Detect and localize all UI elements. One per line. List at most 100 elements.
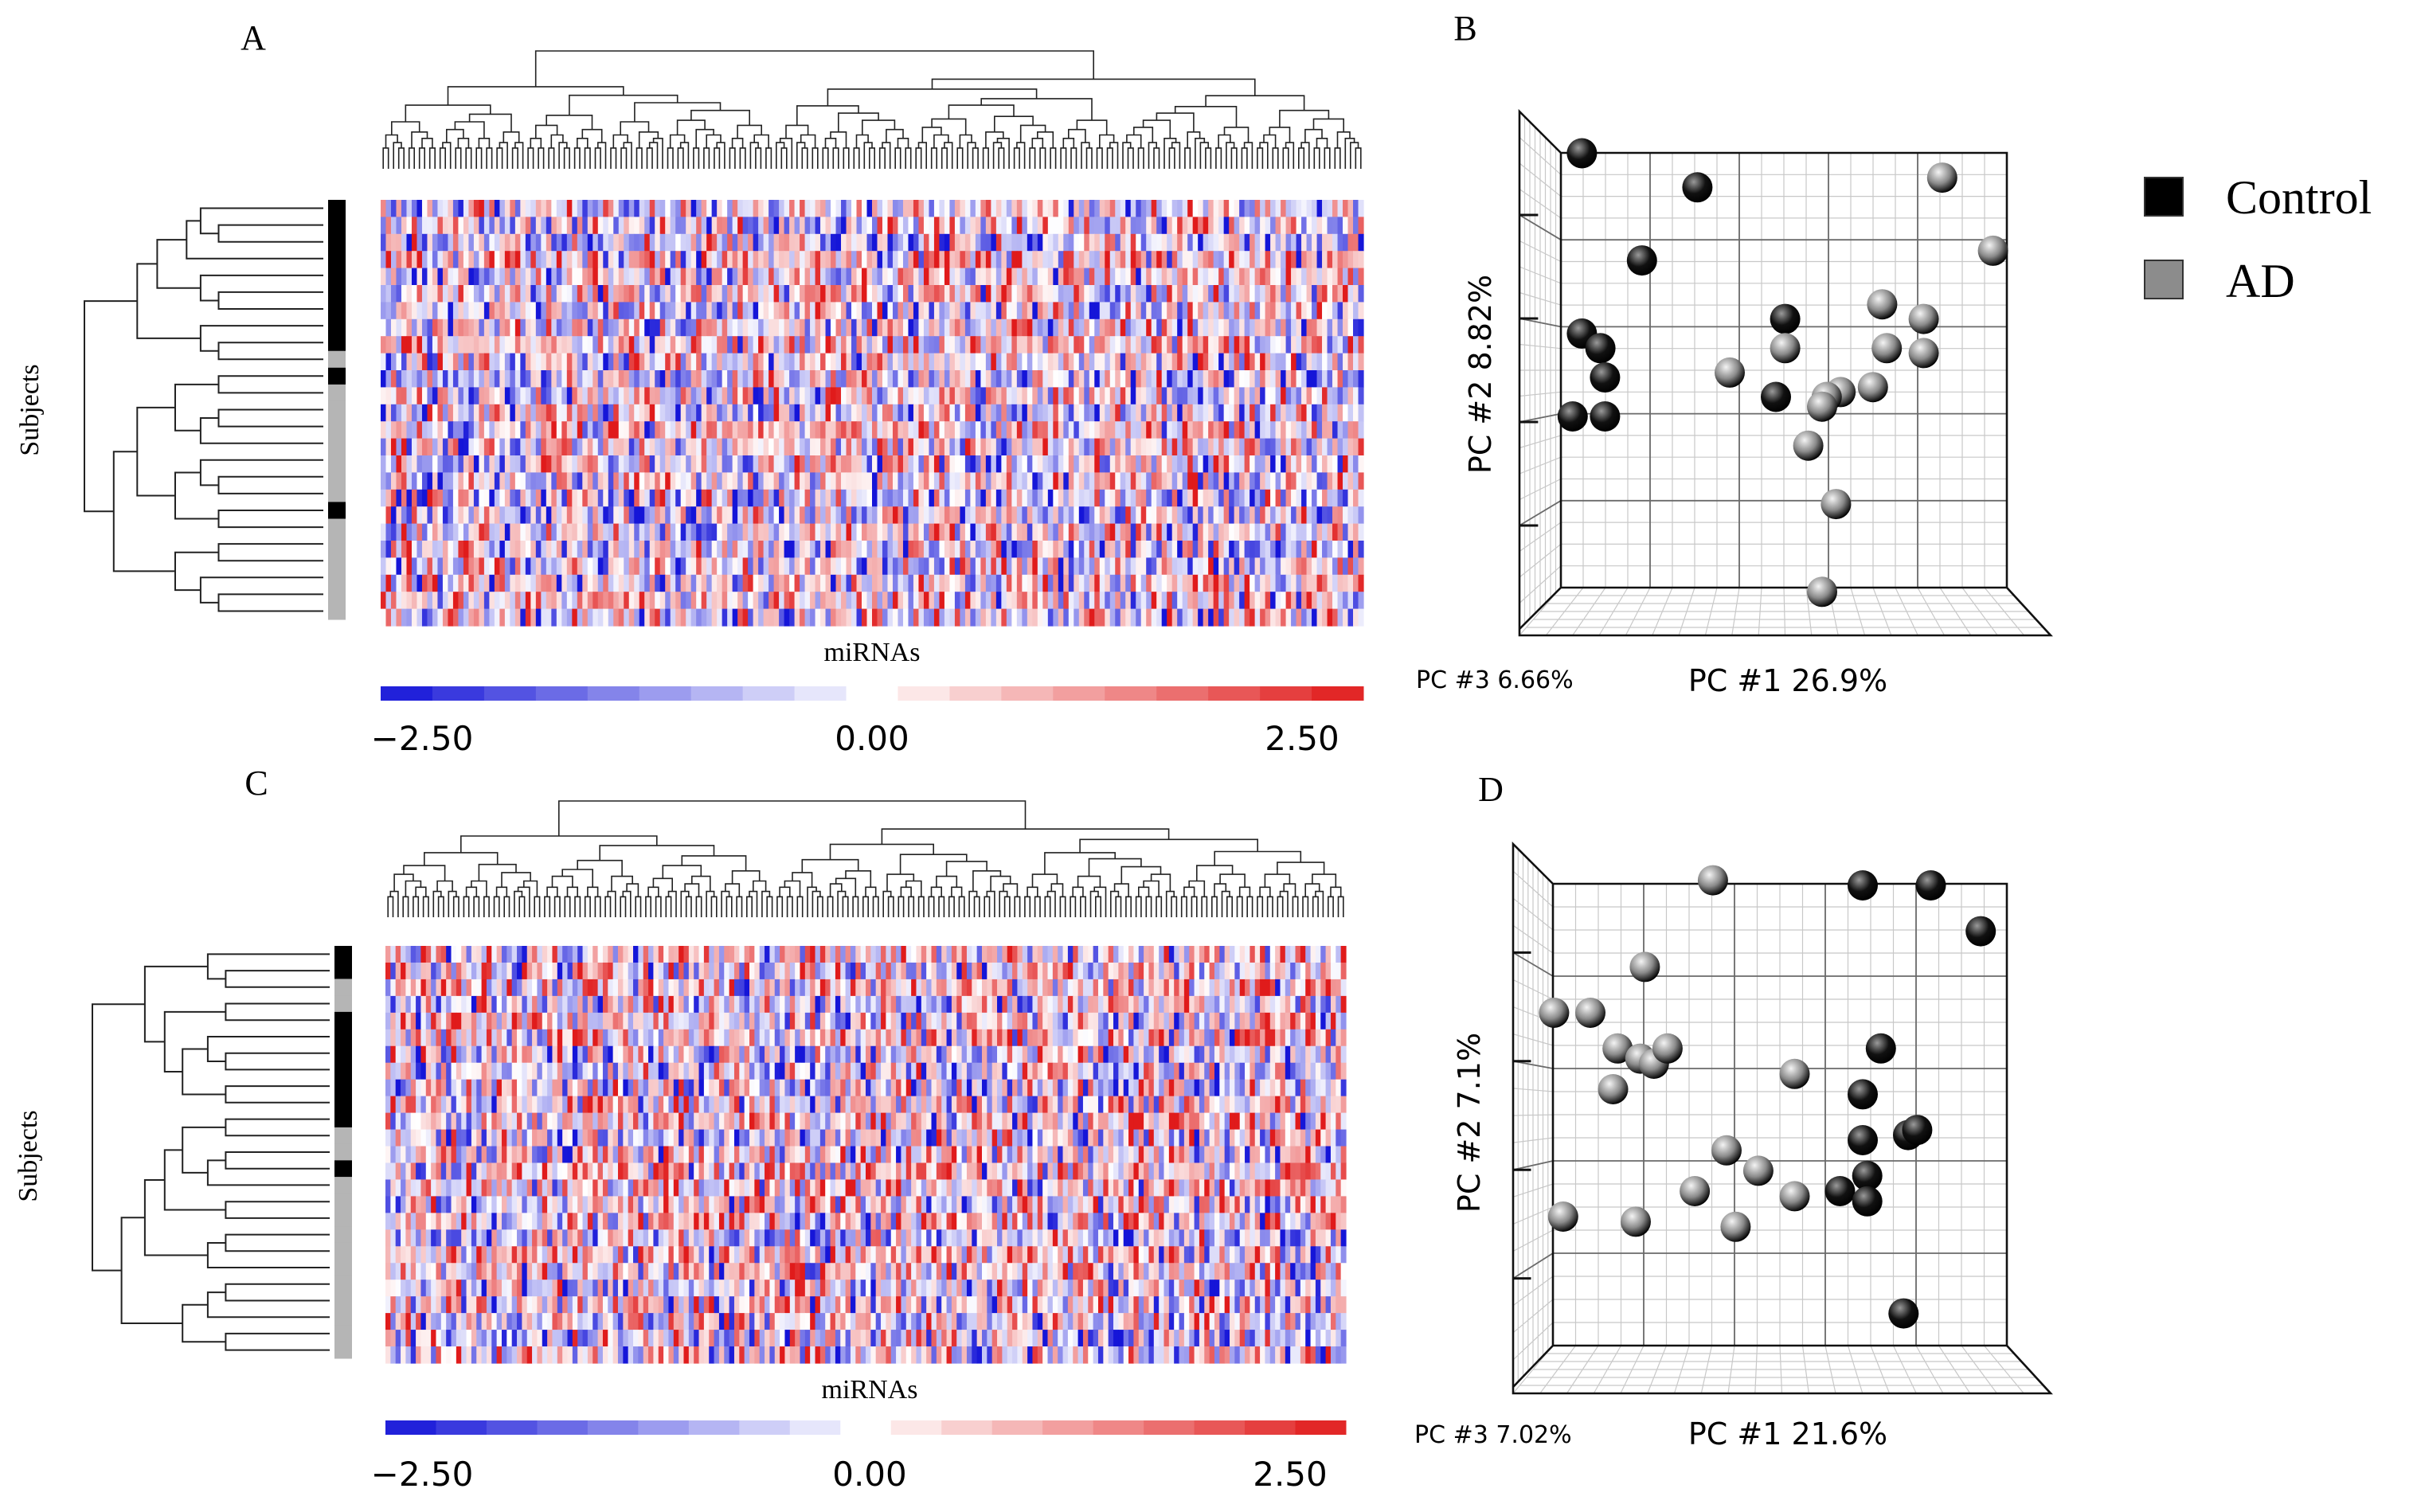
heatmap-cell bbox=[649, 318, 655, 337]
heatmap-cell bbox=[970, 421, 976, 440]
heatmap-cell bbox=[722, 404, 728, 422]
heatmap-cell bbox=[820, 200, 827, 217]
heatmap-cell bbox=[737, 302, 744, 320]
heatmap-cell bbox=[866, 608, 873, 627]
heatmap-cell bbox=[603, 318, 609, 337]
heatmap-cell bbox=[980, 217, 987, 235]
heatmap-cell bbox=[1337, 370, 1343, 388]
heatmap-cell bbox=[644, 421, 651, 440]
heatmap-cell bbox=[597, 353, 604, 371]
heatmap-cell bbox=[1296, 506, 1302, 525]
heatmap-cell bbox=[1244, 370, 1250, 388]
heatmap-cell bbox=[628, 455, 635, 473]
heatmap-cell bbox=[815, 506, 821, 525]
heatmap-cell bbox=[572, 318, 578, 337]
heatmap-cell bbox=[1291, 421, 1297, 440]
heatmap-cell bbox=[624, 592, 630, 610]
heatmap-cell bbox=[1187, 387, 1194, 405]
heatmap-cell bbox=[1285, 370, 1292, 388]
heatmap-cell bbox=[1094, 200, 1101, 217]
heatmap-cell bbox=[810, 541, 816, 558]
heatmap-cell bbox=[1239, 268, 1246, 286]
heatmap-cell bbox=[831, 233, 837, 252]
heatmap-cell bbox=[866, 592, 873, 610]
heatmap-cell bbox=[1198, 370, 1204, 388]
heatmap-cell bbox=[634, 404, 640, 422]
heatmap-cell bbox=[1001, 370, 1007, 388]
heatmap-cell bbox=[1270, 353, 1277, 371]
heatmap-cell bbox=[1275, 574, 1281, 592]
heatmap-cell bbox=[618, 387, 624, 405]
heatmap-cell bbox=[1138, 946, 1144, 963]
heatmap-cell bbox=[908, 233, 914, 252]
heatmap-cell bbox=[722, 523, 728, 541]
heatmap-cell bbox=[1327, 404, 1333, 422]
heatmap-cell bbox=[1053, 455, 1059, 473]
heatmap-cell bbox=[1337, 438, 1343, 456]
heatmap-cell bbox=[804, 251, 811, 269]
heatmap-cell bbox=[417, 404, 423, 422]
heatmap-cell bbox=[1177, 574, 1183, 592]
heatmap-cell bbox=[1012, 946, 1019, 963]
heatmap-cell bbox=[784, 946, 791, 963]
heatmap-cell bbox=[810, 251, 816, 269]
heatmap-cell bbox=[535, 592, 542, 610]
heatmap-cell bbox=[918, 506, 925, 525]
heatmap-cell bbox=[995, 592, 1002, 610]
heatmap-cell bbox=[483, 592, 490, 610]
heatmap-cell bbox=[846, 574, 852, 592]
heatmap-cell bbox=[489, 233, 495, 252]
heatmap-cell bbox=[1167, 592, 1173, 610]
heatmap-cell bbox=[1223, 404, 1230, 422]
heatmap-cell bbox=[1254, 557, 1261, 576]
heatmap-cell bbox=[406, 353, 413, 371]
heatmap-cell bbox=[794, 233, 800, 252]
heatmap-cell bbox=[1130, 404, 1136, 422]
heatmap-cell bbox=[1182, 217, 1188, 235]
heatmap-cell bbox=[960, 387, 966, 405]
heatmap-cell bbox=[468, 592, 475, 610]
group-bar-segment-ad bbox=[334, 1177, 352, 1194]
heatmap-cell bbox=[1105, 370, 1111, 388]
heatmap-cell bbox=[1120, 574, 1126, 592]
heatmap-cell bbox=[597, 336, 604, 354]
heatmap-cell bbox=[768, 251, 775, 269]
heatmap-cell bbox=[479, 421, 485, 440]
heatmap-cell bbox=[1161, 200, 1167, 217]
heatmap-cell bbox=[1312, 302, 1318, 320]
heatmap-cell bbox=[1125, 421, 1132, 440]
heatmap-cell bbox=[597, 370, 604, 388]
heatmap-cell bbox=[939, 387, 945, 405]
heatmap-cell bbox=[706, 370, 713, 388]
heatmap-cell bbox=[789, 217, 796, 235]
heatmap-cell bbox=[514, 387, 521, 405]
heatmap-cell bbox=[566, 506, 573, 525]
heatmap-cell bbox=[1151, 421, 1157, 440]
heatmap-cell bbox=[1327, 608, 1333, 627]
heatmap-cell bbox=[722, 506, 728, 525]
heatmap-cell bbox=[820, 574, 827, 592]
heatmap-cell bbox=[690, 421, 697, 440]
heatmap-cell bbox=[1120, 302, 1126, 320]
heatmap-cell bbox=[1161, 302, 1167, 320]
heatmap-cell bbox=[592, 318, 599, 337]
heatmap-cell bbox=[1089, 302, 1095, 320]
heatmap-cell bbox=[417, 387, 423, 405]
heatmap-cell bbox=[468, 336, 475, 354]
heatmap-cell bbox=[561, 472, 568, 490]
heatmap-cell bbox=[1042, 421, 1049, 440]
heatmap-cell bbox=[587, 370, 593, 388]
heatmap-cell bbox=[742, 523, 749, 541]
heatmap-cell bbox=[717, 608, 723, 627]
heatmap-cell bbox=[1218, 592, 1225, 610]
heatmap-cell bbox=[1074, 455, 1080, 473]
heatmap-cell bbox=[1270, 217, 1277, 235]
heatmap-cell bbox=[1171, 404, 1178, 422]
heatmap-cell bbox=[991, 233, 997, 252]
heatmap-cell bbox=[898, 541, 904, 558]
heatmap-cell bbox=[1213, 285, 1219, 303]
group-bar-segment-control bbox=[328, 283, 346, 301]
heatmap-cell bbox=[1270, 336, 1277, 354]
heatmap-cell bbox=[1343, 523, 1349, 541]
colorbar-tick-mid-a: 0.00 bbox=[835, 719, 909, 758]
